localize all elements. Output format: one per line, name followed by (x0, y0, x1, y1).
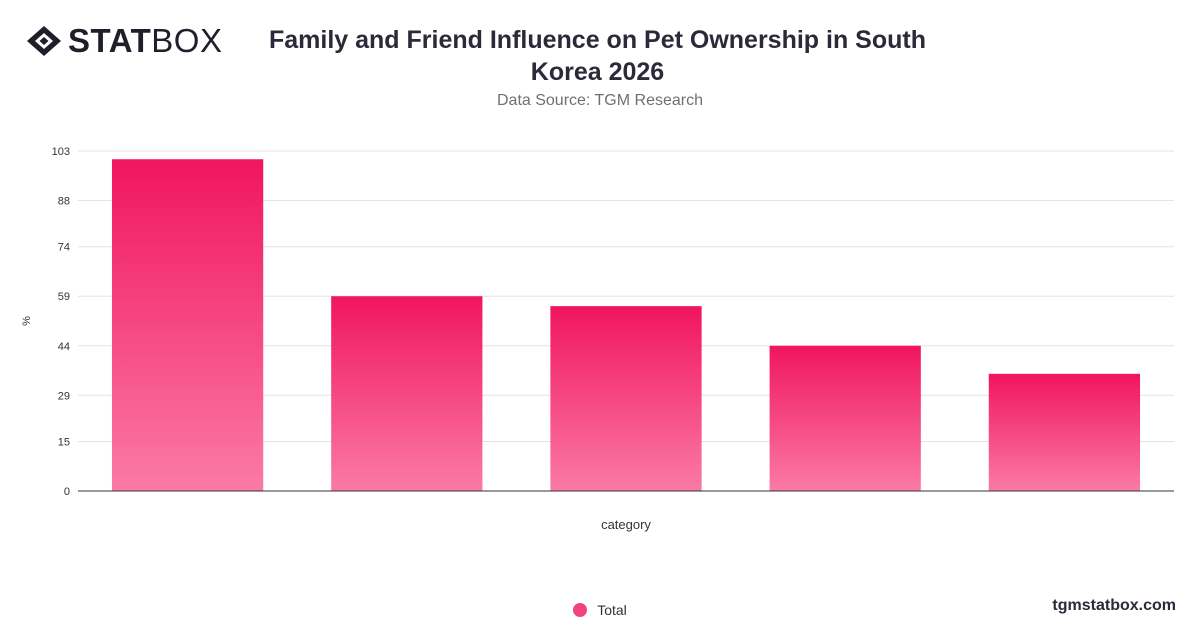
y-tick-label: 29 (58, 390, 70, 402)
footer-url[interactable]: tgmstatbox.com (1052, 597, 1176, 614)
bar[interactable] (769, 345, 921, 491)
bar[interactable] (111, 159, 264, 491)
chart-subtitle: Data Source: TGM Research (496, 92, 703, 109)
y-tick-label: 74 (58, 242, 70, 254)
legend[interactable]: Total (0, 602, 1200, 618)
legend-label-total: Total (597, 602, 627, 618)
bars (111, 159, 1141, 491)
y-axis-ticks: 0 15 29 44 59 74 88 103 (52, 146, 70, 498)
logo-text-bold: STAT (68, 22, 152, 59)
chart-title: Family and Friend Influence on Pet Owner… (268, 26, 926, 86)
bar[interactable] (988, 373, 1141, 491)
bar[interactable] (331, 296, 483, 491)
legend-swatch-total (573, 603, 588, 617)
y-tick-label: 0 (64, 486, 70, 498)
y-tick-label: 88 (58, 196, 70, 208)
y-tick-label: 59 (58, 291, 70, 303)
x-axis-label: category (601, 517, 651, 532)
y-axis-label: % (21, 316, 33, 326)
logo-text-light: BOX (151, 22, 223, 59)
y-tick-label: 44 (58, 341, 70, 353)
bar[interactable] (550, 306, 702, 491)
statbox-diamond-logo-icon (27, 26, 61, 56)
statbox-logo: STATBOX (26, 24, 222, 58)
y-tick-label: 15 (58, 436, 70, 448)
y-tick-label: 103 (52, 146, 70, 158)
